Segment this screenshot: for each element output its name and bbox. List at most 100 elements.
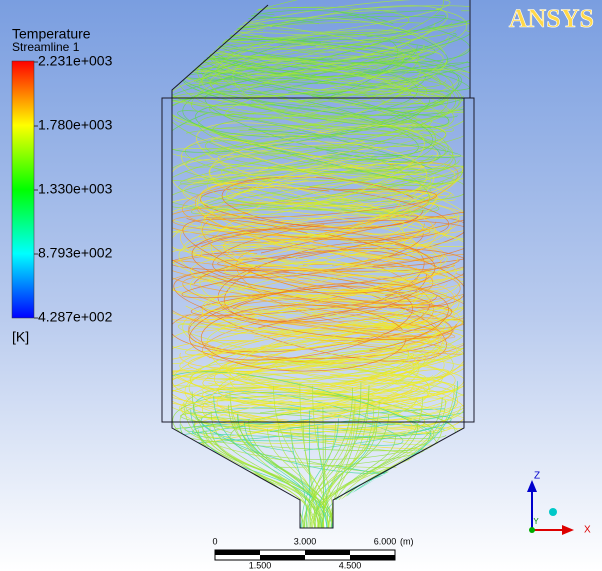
- legend-label: 4.287e+002: [38, 309, 113, 325]
- streamline: [172, 61, 460, 150]
- legend-label: 8.793e+002: [38, 245, 113, 261]
- scale-label: 6.000: [374, 536, 397, 546]
- streamline: [213, 100, 437, 172]
- logo: ANSYS: [509, 4, 594, 33]
- streamline: [187, 165, 470, 213]
- streamline: [198, 164, 412, 219]
- x-arrow: [562, 525, 574, 535]
- streamline: [225, 171, 431, 205]
- streamline: [185, 68, 470, 157]
- streamline: [211, 138, 456, 201]
- streamline: [192, 193, 406, 265]
- streamline: [211, 340, 414, 399]
- streamline: [210, 176, 437, 267]
- x-label: X: [584, 525, 591, 536]
- streamline: [200, 14, 446, 82]
- streamline: [172, 276, 470, 335]
- streamline: [195, 103, 419, 160]
- streamline: [175, 39, 470, 116]
- streamline: [179, 319, 445, 374]
- streamline: [202, 380, 470, 439]
- streamline: [202, 331, 443, 377]
- z-label: Z: [534, 471, 540, 482]
- streamline: [180, 200, 437, 271]
- legend-unit: [K]: [12, 329, 29, 345]
- streamline: [322, 416, 356, 528]
- streamline: [212, 392, 413, 440]
- streamline: [172, 92, 464, 186]
- streamline: [217, 155, 455, 219]
- streamline: [206, 346, 425, 380]
- streamline: [191, 282, 413, 313]
- streamline: [180, 253, 470, 318]
- streamline: [172, 340, 459, 421]
- streamline: [172, 69, 462, 153]
- y-axis: [529, 527, 535, 533]
- streamline: [194, 272, 448, 298]
- streamline: [210, 411, 320, 528]
- streamline: [181, 62, 470, 113]
- legend-title: Temperature: [12, 26, 91, 42]
- streamline: [172, 54, 441, 116]
- streamline: [190, 162, 470, 206]
- streamline: [179, 201, 470, 273]
- streamline: [189, 415, 452, 458]
- streamline: [202, 254, 448, 311]
- streamline: [178, 180, 438, 213]
- streamline: [214, 30, 449, 78]
- streamline: [222, 238, 441, 279]
- streamline: [191, 228, 436, 294]
- streamline: [175, 5, 470, 49]
- scale-bar: 0 3.000 6.000 (m) 1.500 4.500: [212, 536, 413, 570]
- scale-segment: [260, 555, 305, 560]
- scale-label: 0: [212, 536, 217, 546]
- streamline: [172, 214, 431, 239]
- streamline: [172, 300, 453, 359]
- streamline: [207, 305, 439, 341]
- streamline: [206, 165, 451, 212]
- streamline: [322, 434, 327, 528]
- streamline: [209, 91, 445, 120]
- streamline: [221, 176, 424, 229]
- streamline: [200, 407, 434, 459]
- streamline: [180, 265, 470, 331]
- streamline: [172, 32, 457, 101]
- streamline: [182, 275, 455, 338]
- streamline: [187, 40, 428, 96]
- streamline: [179, 395, 470, 468]
- streamline: [317, 408, 375, 528]
- streamline: [225, 71, 423, 120]
- streamline: [184, 289, 435, 340]
- streamline: [199, 268, 414, 321]
- legend-label: 1.780e+003: [38, 117, 113, 133]
- legend-subtitle: Streamline 1: [12, 40, 80, 54]
- streamline: [181, 263, 461, 324]
- streamline: [217, 33, 419, 95]
- streamline: [189, 262, 470, 318]
- streamline: [172, 38, 436, 66]
- streamline: [273, 385, 334, 528]
- streamline: [188, 62, 455, 133]
- streamline: [267, 428, 325, 528]
- streamline: [199, 264, 446, 342]
- streamline: [236, 413, 334, 528]
- streamline: [309, 422, 336, 528]
- streamline: [190, 220, 470, 273]
- scale-label: 1.500: [249, 560, 272, 570]
- scale-label: 3.000: [294, 536, 317, 546]
- streamlines: [172, 0, 470, 528]
- streamline: [219, 90, 449, 170]
- streamline: [216, 348, 430, 400]
- streamline: [202, 130, 430, 215]
- streamline: [218, 300, 452, 334]
- streamline: [216, 385, 455, 430]
- streamline: [213, 326, 439, 394]
- streamline: [172, 191, 460, 236]
- streamline: [172, 83, 449, 162]
- streamline: [172, 153, 460, 209]
- streamline: [330, 382, 362, 528]
- streamline: [212, 348, 426, 421]
- streamline: [304, 385, 370, 528]
